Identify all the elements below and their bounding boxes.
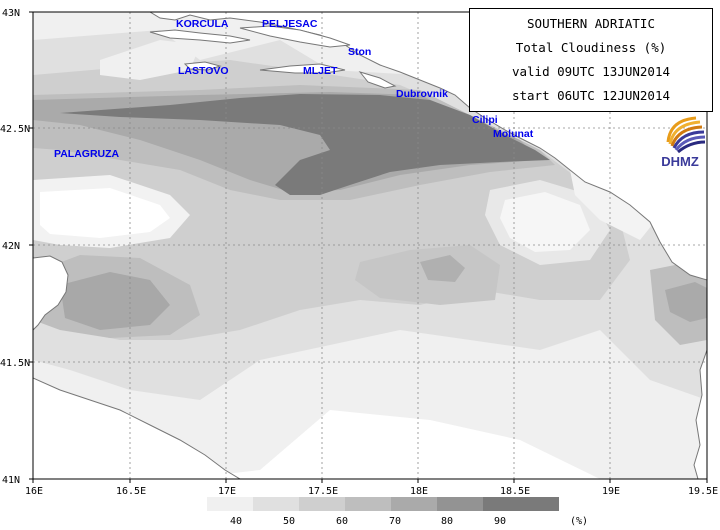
island-lastovo bbox=[183, 61, 222, 71]
legend-swatch-2 bbox=[299, 497, 345, 511]
place-lastovo: LASTOVO bbox=[178, 65, 229, 77]
legend-level-50: 50 bbox=[283, 516, 295, 527]
cloud-level-80-center bbox=[420, 255, 465, 282]
legend-level-70: 70 bbox=[389, 516, 401, 527]
dhmz-swirl-icon bbox=[666, 116, 706, 154]
ticks bbox=[29, 11, 708, 483]
map-title: SOUTHERN ADRIATIC bbox=[527, 16, 655, 31]
place-ston: Ston bbox=[348, 46, 371, 58]
legend-level-90: 90 bbox=[494, 516, 506, 527]
lon-tick-18e: 18E bbox=[410, 486, 428, 497]
valid-time: valid 09UTC 13JUN2014 bbox=[511, 64, 671, 79]
legend-swatch-5 bbox=[437, 497, 483, 511]
cloud-gap-west-inner bbox=[40, 188, 170, 238]
legend-swatch-1 bbox=[253, 497, 299, 511]
lon-tick-17-5e: 17.5E bbox=[308, 486, 338, 497]
legend-unit: (%) bbox=[570, 516, 588, 527]
place-mljet: MLJET bbox=[303, 65, 338, 77]
cloud-gap-northwest bbox=[100, 40, 200, 80]
cloud-level-80-east bbox=[665, 282, 707, 322]
land-italy-south bbox=[33, 377, 241, 479]
place-palagruza: PALAGRUZA bbox=[54, 148, 120, 160]
dhmz-logo: DHMZ bbox=[650, 112, 710, 174]
lon-tick-19-5e: 19.5E bbox=[688, 486, 718, 497]
legend-swatch-0 bbox=[207, 497, 253, 511]
legend-swatch-4 bbox=[391, 497, 437, 511]
legend-level-40: 40 bbox=[230, 516, 242, 527]
cloud-level-80-south bbox=[60, 272, 170, 330]
legend-level-80: 80 bbox=[441, 516, 453, 527]
legend-swatch-3 bbox=[345, 497, 391, 511]
graticule bbox=[33, 12, 707, 479]
island-korcula bbox=[149, 29, 251, 44]
lon-tick-17e: 17E bbox=[218, 486, 236, 497]
lat-tick-42-5n: 42.5N bbox=[0, 124, 30, 135]
land-albania bbox=[693, 349, 707, 479]
island-elafiti bbox=[358, 71, 397, 89]
logo-text: DHMZ bbox=[661, 154, 699, 169]
land-italy bbox=[33, 255, 69, 331]
start-time: start 06UTC 12JUN2014 bbox=[511, 88, 671, 103]
place-dubrovnik: Dubrovnik bbox=[396, 88, 448, 100]
lat-tick-41-5n: 41.5N bbox=[0, 358, 30, 369]
lat-tick-42n: 42N bbox=[2, 241, 20, 252]
place-korcula: KORCULA bbox=[176, 18, 229, 30]
place-cilipi: Cilipi bbox=[472, 114, 498, 126]
cloud-level-90 bbox=[60, 94, 550, 195]
legend: 40 50 60 70 80 90 (%) bbox=[207, 497, 588, 527]
title-box: SOUTHERN ADRIATIC Total Cloudiness (%) v… bbox=[469, 8, 713, 112]
lat-tick-41n: 41N bbox=[2, 475, 20, 486]
lon-tick-19e: 19E bbox=[602, 486, 620, 497]
place-molunat: Molunat bbox=[493, 128, 534, 140]
peninsula-peljesac bbox=[239, 25, 351, 48]
lon-tick-16-5e: 16.5E bbox=[116, 486, 146, 497]
lon-tick-16e: 16E bbox=[25, 486, 43, 497]
legend-level-60: 60 bbox=[336, 516, 348, 527]
legend-swatch-6 bbox=[483, 497, 559, 511]
lat-tick-43n: 43N bbox=[2, 8, 20, 19]
place-peljesac: PELJESAC bbox=[262, 18, 318, 30]
lon-tick-18-5e: 18.5E bbox=[500, 486, 530, 497]
map-variable: Total Cloudiness (%) bbox=[515, 40, 667, 55]
island-mljet bbox=[259, 63, 346, 74]
cloud-gap-center-inner bbox=[500, 192, 590, 252]
cloud-gap-east bbox=[570, 170, 660, 240]
